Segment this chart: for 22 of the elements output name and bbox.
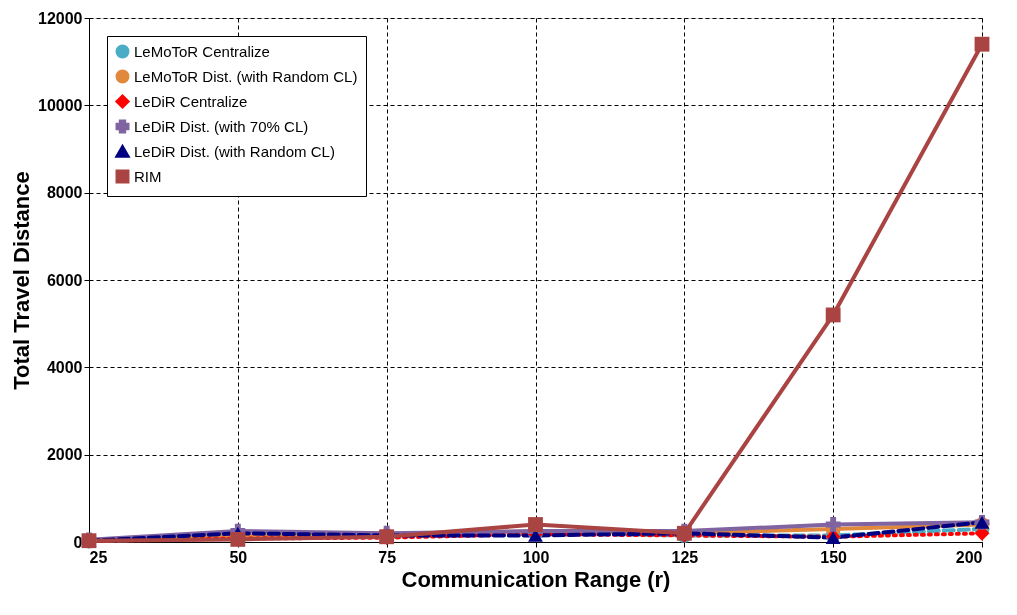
- x-tick-label: 50: [229, 548, 248, 566]
- legend-label: LeDiR Dist. (with Random CL): [134, 142, 335, 160]
- x-tick-label: 100: [522, 548, 550, 566]
- x-tick-label: 150: [820, 548, 848, 566]
- y-tick-label: 0: [73, 533, 83, 551]
- x-tick-label: 200: [955, 548, 983, 566]
- y-tick-label: 12000: [38, 9, 83, 27]
- y-tick-label: 2000: [46, 446, 83, 464]
- legend-label: LeMoToR Dist. (with Random CL): [134, 67, 358, 85]
- x-axis-title: Communication Range (r): [401, 566, 671, 592]
- y-axis-title: Total Travel Distance: [9, 171, 35, 390]
- y-tick-label: 4000: [46, 358, 83, 376]
- y-tick-label: 10000: [38, 96, 83, 114]
- legend-label: LeDiR Centralize: [134, 92, 248, 110]
- legend-label: LeMoToR Centralize: [134, 42, 270, 60]
- x-tick-label: 75: [378, 548, 397, 566]
- legend-label: LeDiR Dist. (with 70% CL): [134, 117, 309, 135]
- y-tick-label: 8000: [46, 184, 83, 202]
- x-tick-label: 125: [671, 548, 699, 566]
- x-tick-label: 25: [89, 548, 108, 566]
- y-tick-label: 6000: [46, 271, 83, 289]
- legend-label: RIM: [134, 167, 162, 185]
